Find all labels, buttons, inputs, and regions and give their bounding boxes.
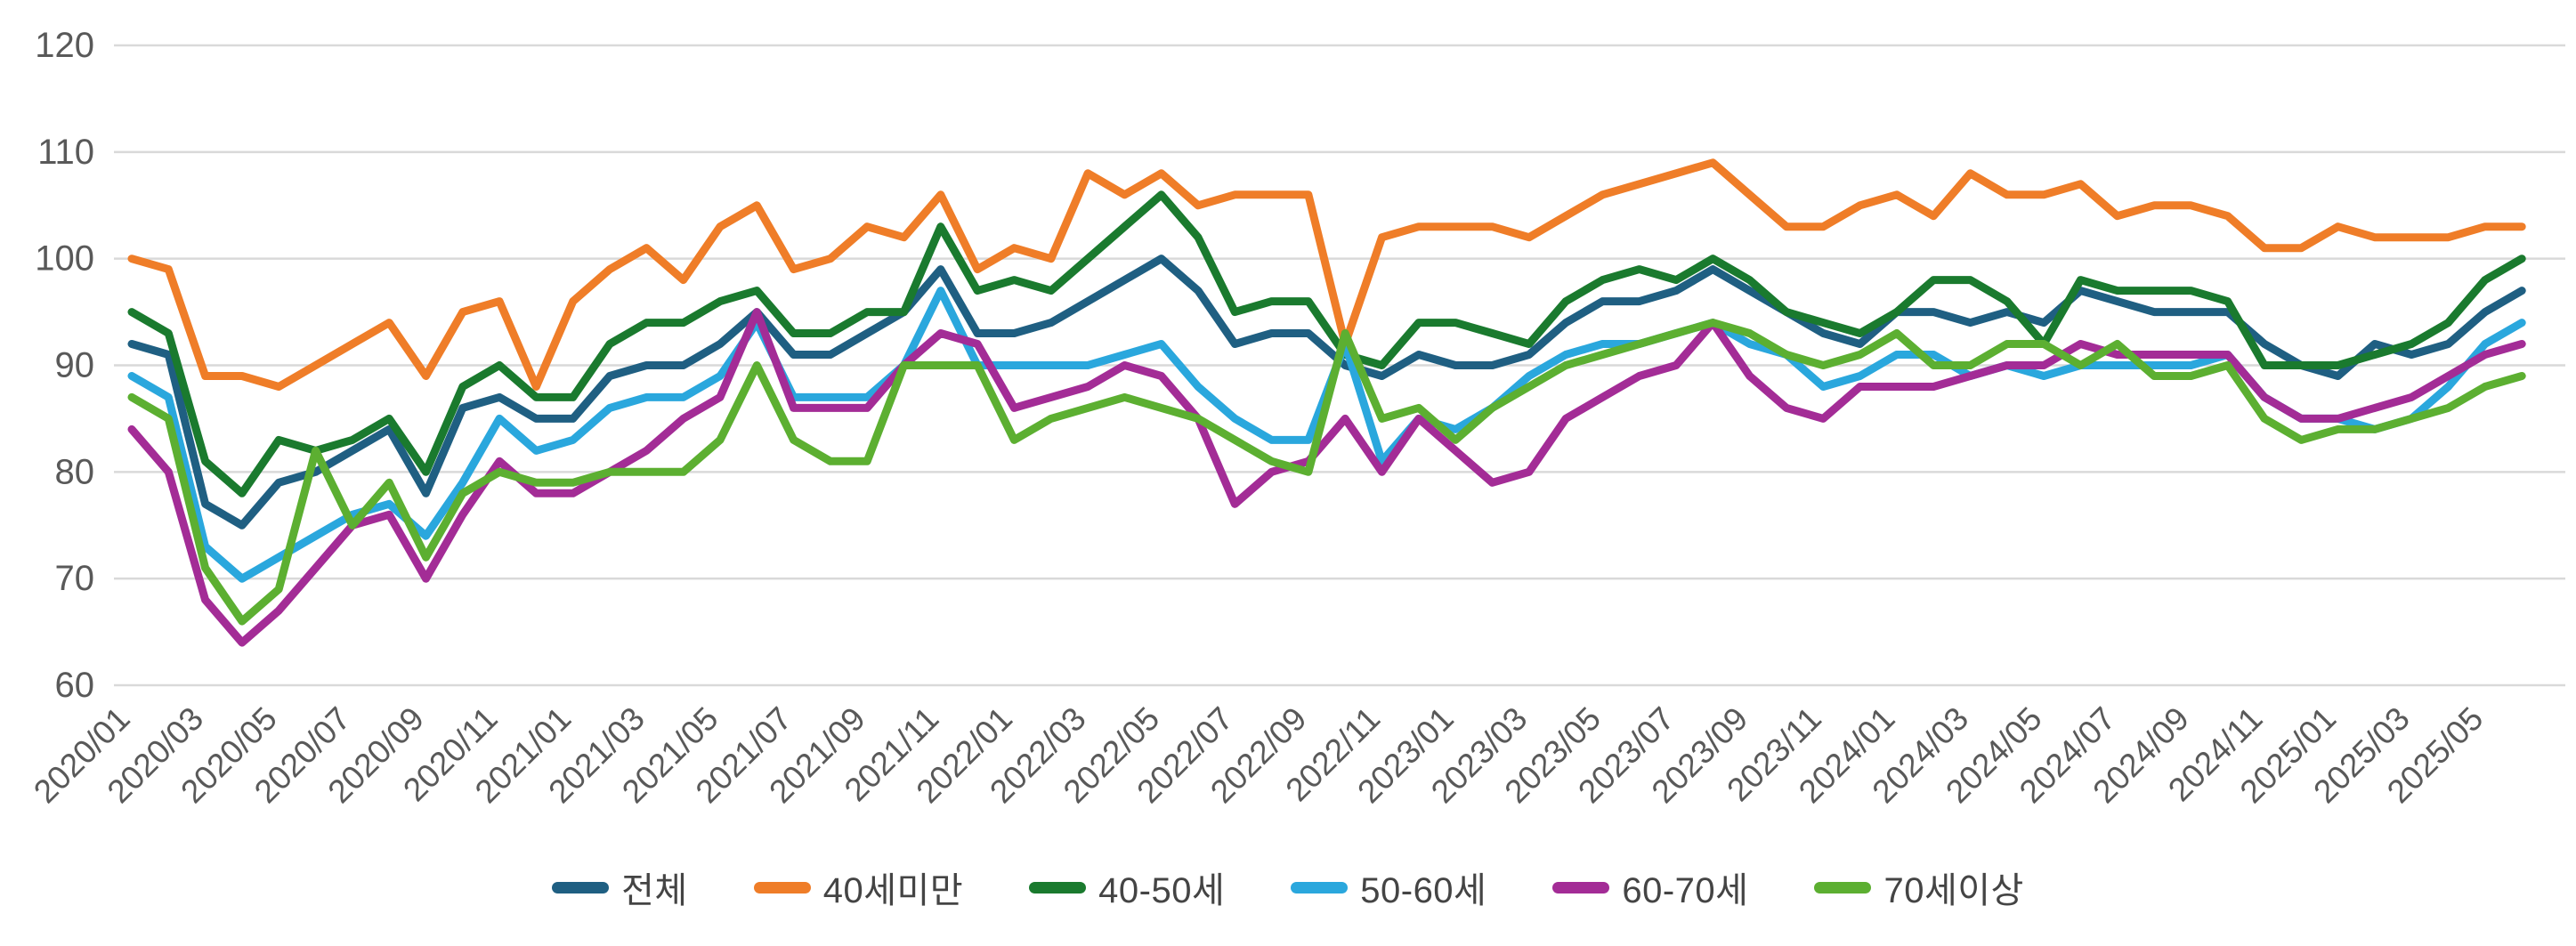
y-axis-tick-label: 80 <box>55 452 95 491</box>
legend-swatch-50-60 <box>1291 881 1349 893</box>
y-axis-tick-label: 90 <box>55 346 95 385</box>
y-axis-tick-label: 110 <box>37 133 94 172</box>
y-axis-tick-label: 60 <box>55 666 95 705</box>
series-line-0 <box>127 255 2526 530</box>
legend-swatch-total <box>552 881 610 893</box>
y-axis-tick-label: 70 <box>55 559 95 598</box>
y-axis-tick-label: 100 <box>35 239 94 279</box>
legend-item-total: 전체 <box>552 861 688 913</box>
legend-swatch-60-70 <box>1552 881 1610 893</box>
legend-label: 40세미만 <box>822 871 964 910</box>
legend-label: 40-50세 <box>1098 871 1226 910</box>
series-line-5 <box>127 319 2526 626</box>
legend-swatch-under40 <box>753 881 811 893</box>
series-line-4 <box>127 308 2526 647</box>
chart-plot-area: 120110100908070602020/012020/032020/0520… <box>27 26 2565 810</box>
chart-legend: 전체 40세미만 40-50세 50-60세 60-70세 70세이상 <box>0 861 2576 913</box>
legend-item-60-70: 60-70세 <box>1552 861 1748 913</box>
legend-item-under40: 40세미만 <box>753 861 964 913</box>
legend-swatch-70plus <box>1814 881 1872 893</box>
legend-label: 전체 <box>621 871 688 910</box>
legend-label: 70세이상 <box>1883 871 2024 910</box>
legend-item-40-50: 40-50세 <box>1029 861 1225 913</box>
y-axis-tick-label: 120 <box>35 26 94 65</box>
series-line-2 <box>127 190 2526 497</box>
legend-label: 60-70세 <box>1622 871 1749 910</box>
legend-swatch-40-50 <box>1029 881 1087 893</box>
legend-label: 50-60세 <box>1360 871 1487 910</box>
legend-item-50-60: 50-60세 <box>1291 861 1486 913</box>
legend-item-70plus: 70세이상 <box>1814 861 2023 913</box>
series-line-1 <box>127 158 2526 391</box>
